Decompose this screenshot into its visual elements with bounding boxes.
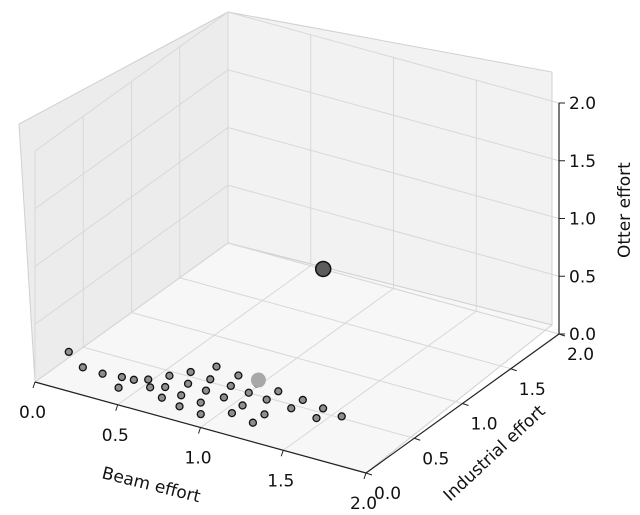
data-point-small [144, 375, 153, 384]
x-tick [363, 472, 367, 480]
floor-gridline-y [179, 277, 511, 370]
y-tick-label: 2.0 [567, 345, 594, 365]
data-point-small [298, 395, 307, 405]
z-tick-label: 1.0 [569, 210, 596, 230]
data-point-small [274, 387, 283, 396]
x-tick [115, 404, 119, 411]
data-point-small [165, 371, 174, 380]
data-point-small [98, 369, 107, 378]
x-tick-label: 0.0 [19, 403, 46, 423]
floor-gridline-x [282, 310, 477, 451]
y-tick [462, 403, 469, 406]
data-point-small [196, 398, 205, 407]
y-tick-label: 0.0 [374, 484, 401, 504]
data-point-small [161, 382, 170, 392]
data-point-small [145, 383, 155, 392]
data-point-small [114, 383, 123, 392]
back-gridline-z [227, 69, 560, 162]
x-axis-label: Beam effort [100, 463, 203, 507]
data-point-small [244, 388, 253, 397]
data-point-small [78, 363, 87, 372]
data-point-small [175, 402, 184, 411]
data-point-small [186, 367, 195, 377]
z-tick-label: 1.5 [569, 152, 596, 172]
data-point-small [248, 418, 258, 427]
z-tick-label: 0.5 [569, 267, 596, 287]
panes [18, 11, 554, 474]
floor-gridline-y [131, 312, 463, 404]
left-gridline-z [34, 11, 229, 152]
data-point-small [157, 393, 167, 402]
y-tick [365, 472, 373, 476]
data-point-small [212, 362, 221, 371]
data-point-large [314, 260, 332, 278]
data-point-small [196, 409, 205, 419]
x-tick [280, 450, 284, 457]
y-tick [510, 368, 517, 372]
left-gridline-z [34, 127, 229, 267]
x-tick-label: 0.5 [102, 426, 129, 446]
x-tick-label: 1.5 [267, 471, 294, 491]
data-point-small [219, 393, 229, 402]
x-tick-label: 2.0 [350, 494, 377, 514]
back-gridline-z [227, 11, 560, 104]
z-tick-label: 0.0 [569, 325, 596, 345]
data-point-small [238, 401, 247, 410]
data-points [64, 260, 346, 427]
y-tick-label: 1.0 [471, 415, 498, 435]
y-tick-label: 1.5 [519, 380, 546, 400]
z-tick-label: 2.0 [569, 94, 596, 114]
axes: 0.00.51.01.52.00.00.51.01.52.00.00.51.01… [19, 94, 596, 514]
data-point-small [262, 395, 271, 404]
data-point-small [129, 375, 139, 384]
data-point-small [226, 381, 235, 391]
data-point-small [227, 408, 237, 418]
data-point-small [183, 379, 193, 388]
data-point-light [250, 372, 266, 388]
data-point-small [260, 410, 269, 419]
data-point-small [312, 413, 321, 423]
back-gridline-z [227, 127, 560, 219]
y-tick [414, 437, 421, 441]
data-point-small [64, 347, 73, 357]
z-axis-label: Otter effort [615, 162, 635, 258]
x-tick-label: 1.0 [185, 449, 212, 469]
data-point-small [287, 404, 296, 413]
data-point-small [318, 404, 328, 413]
left-gridline-z [34, 69, 229, 210]
x-tick [198, 427, 201, 434]
data-point-small [201, 386, 211, 395]
data-point-small [117, 372, 127, 382]
data-point-small [337, 412, 346, 421]
data-point-small [177, 391, 186, 400]
data-point-small [206, 375, 215, 384]
data-point-small [234, 371, 243, 380]
y-tick-label: 0.5 [422, 449, 449, 469]
x-tick [32, 381, 36, 389]
